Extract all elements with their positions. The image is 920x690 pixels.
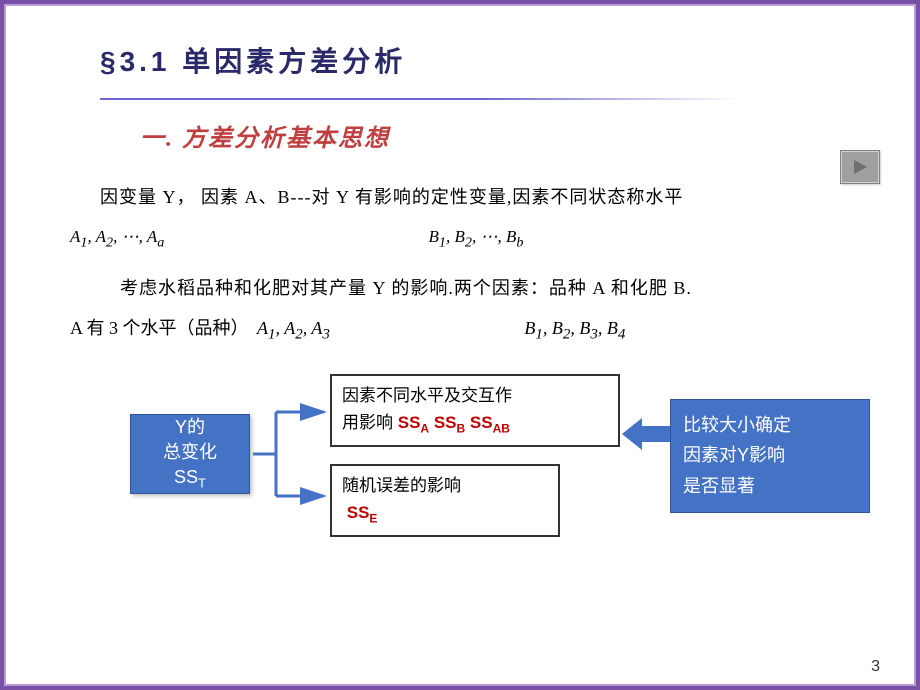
ss-b: SSB (434, 413, 465, 432)
play-icon (851, 158, 869, 176)
left-line1: Y的 (175, 417, 205, 437)
error-effect-box: 随机误差的影响 SSE (330, 464, 560, 537)
paragraph-1: 因变量 Y， 因素 A、B---对 Y 有影响的定性变量,因素不同状态称水平 (100, 181, 860, 213)
left-line2: 总变化 (163, 442, 217, 462)
ss-a: SSA (398, 413, 429, 432)
b-example: B1, B2, B3, B4 (524, 318, 625, 344)
left-ss-sub: T (198, 476, 206, 491)
right-line3: 是否显著 (683, 476, 755, 496)
b-levels-formula: B1, B2, ⋯, Bb (429, 227, 524, 251)
compare-arrow (620, 414, 675, 454)
a-levels-formula: A1, A2, ⋯, Aa (70, 227, 164, 246)
factor-effect-box: 因素不同水平及交互作 用影响 SSA SSB SSAB (330, 374, 620, 447)
levels-prefix: A 有 3 个水平（品种） (70, 318, 249, 338)
top-line2-prefix: 用影响 (342, 413, 393, 432)
total-variation-box: Y的 总变化 SST (130, 414, 250, 494)
ss-ab: SSAB (470, 413, 510, 432)
levels-example-row: A 有 3 个水平（品种） A1, A2, A3 B1, B2, B3, B4 (70, 314, 860, 344)
subtitle: 一. 方差分析基本思想 (140, 118, 860, 153)
paragraph-2: 考虑水稻品种和化肥对其产量 Y 的影响.两个因素：品种 A 和化肥 B. (120, 272, 860, 304)
section-title: §3.1 单因素方差分析 (100, 40, 860, 80)
title-underline (100, 98, 740, 100)
formula-row: A1, A2, ⋯, Aa B1, B2, ⋯, Bb (70, 227, 860, 251)
ss-e: SSE (347, 503, 378, 522)
next-play-button[interactable] (840, 150, 880, 184)
right-line2: 因素对Y影响 (683, 445, 785, 465)
variance-diagram: Y的 总变化 SST 因素不同水平及交互作 用影响 SSA SSB SSAB (60, 374, 860, 554)
left-ss-prefix: SS (174, 467, 198, 487)
top-line1: 因素不同水平及交互作 (342, 386, 512, 405)
bot-line1: 随机误差的影响 (342, 476, 461, 495)
conclusion-box: 比较大小确定 因素对Y影响 是否显著 (670, 399, 870, 513)
split-arrows (250, 404, 332, 504)
a-example: A1, A2, A3 (257, 318, 330, 344)
page-number: 3 (871, 658, 880, 676)
slide-content: §3.1 单因素方差分析 一. 方差分析基本思想 因变量 Y， 因素 A、B--… (0, 0, 920, 690)
right-line1: 比较大小确定 (683, 415, 791, 435)
